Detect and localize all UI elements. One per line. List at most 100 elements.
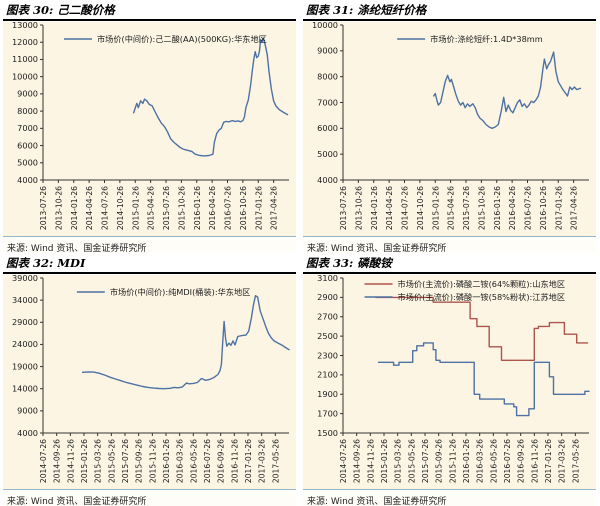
x-tick-label: 2013-10-26: [354, 186, 363, 230]
y-tick-label: 6000: [17, 141, 38, 151]
chart-area-32: 4000 9000 14000 19000 24000 29000 34000 39000 20…: [3, 275, 296, 490]
panel-title-32: 图表 32: MDI: [3, 253, 296, 275]
x-tick-label: 2015-09-26: [435, 439, 444, 483]
chart-area-30: 4000 5000 6000 7000 8000 9000 10000 11000 12000 1…: [3, 22, 296, 237]
y-tick-label: 8000: [17, 106, 38, 116]
x-tick-label: 2013-07-26: [39, 186, 48, 230]
y-tick-label: 2700: [317, 312, 338, 322]
y-tick-label: 1700: [317, 409, 338, 419]
x-tick-label: 2013-07-26: [339, 186, 348, 230]
legend-label: 市场价(主流价):磷酸一铵(58%粉状):江苏地区: [398, 292, 566, 302]
x-tick-label: 2015-04-26: [147, 186, 156, 230]
price-chart-33: 1500 1700 1900 2100 2300 2500 2700 2900 3100 2014…: [317, 275, 590, 484]
panel-adipic-acid: 图表 30: 己二酸价格 4000 5000 6000 7000 8000 9000 100…: [0, 0, 300, 253]
x-tick-label: 2017-03-26: [258, 439, 267, 483]
source-note-31: 来源: Wind 资讯、国金证券研究所: [303, 236, 596, 253]
x-tick-label: 2016-03-26: [476, 439, 485, 483]
x-tick-label: 2016-01-26: [462, 439, 471, 483]
x-tick-label: 2014-10-26: [116, 186, 125, 230]
x-tick-label: 2014-11-26: [66, 439, 75, 483]
x-tick-label: 2015-03-26: [394, 439, 403, 483]
x-tick-label: 2015-11-26: [148, 439, 157, 483]
x-tick-label: 2017-03-26: [558, 439, 567, 483]
x-tick-label: 2016-09-26: [217, 439, 226, 483]
x-tick-label: 2016-07-26: [524, 186, 533, 230]
x-tick-label: 2015-07-26: [462, 186, 471, 230]
x-tick-label: 2014-07-26: [339, 439, 348, 483]
y-tick-label: 12000: [12, 37, 38, 47]
x-tick-label: 2017-04-26: [270, 186, 279, 230]
x-tick-label: 2014-11-26: [366, 439, 375, 483]
y-tick-label: 5000: [17, 158, 38, 168]
x-tick-label: 2016-01-26: [493, 186, 502, 230]
x-tick-label: 2015-07-26: [121, 439, 130, 483]
chart-area-33: 1500 1700 1900 2100 2300 2500 2700 2900 3100 2014…: [303, 275, 596, 490]
x-tick-label: 2017-01-26: [554, 186, 563, 230]
x-tick-label: 2014-01-26: [370, 186, 379, 230]
x-tick-label: 2016-04-26: [508, 186, 517, 230]
x-tick-label: 2015-07-26: [421, 439, 430, 483]
x-tick-label: 2015-11-26: [448, 439, 457, 483]
panel-polyester-staple: 图表 31: 涤纶短纤价格 4000 5000 6000 7000 8000 9000 10…: [300, 0, 600, 253]
legend-label: 市场价(主流价):磷酸二铵(64%颗粒):山东地区: [398, 279, 566, 289]
x-tick-label: 2016-10-26: [239, 186, 248, 230]
x-tick-label: 2016-09-26: [517, 439, 526, 483]
y-tick-label: 1900: [317, 389, 338, 399]
x-tick-label: 2014-09-26: [353, 439, 362, 483]
series-line: [81, 295, 290, 390]
chart-area-31: 4000 5000 6000 7000 8000 9000 10000 2013-07-26 2…: [303, 22, 596, 237]
y-tick-label: 4000: [317, 175, 338, 185]
x-tick-label: 2015-04-26: [447, 186, 456, 230]
panel-title-33: 图表 33: 磷酸铵: [303, 253, 596, 275]
series-line: [377, 342, 590, 417]
y-tick-label: 34000: [12, 295, 38, 305]
x-tick-label: 2014-04-26: [385, 186, 394, 230]
y-tick-label: 2100: [317, 370, 338, 380]
x-tick-label: 2015-01-26: [431, 186, 440, 230]
y-tick-label: 6000: [317, 124, 338, 134]
x-tick-label: 2016-05-26: [189, 439, 198, 483]
x-tick-label: 2017-04-26: [570, 186, 579, 230]
y-tick-label: 4000: [17, 428, 38, 438]
price-chart-30: 4000 5000 6000 7000 8000 9000 10000 11000 12000 1…: [12, 22, 289, 231]
x-tick-label: 2014-10-26: [416, 186, 425, 230]
panel-title-30: 图表 30: 己二酸价格: [3, 0, 296, 22]
x-tick-label: 2015-05-26: [107, 439, 116, 483]
y-tick-label: 2500: [317, 331, 338, 341]
x-tick-label: 2014-07-26: [401, 186, 410, 230]
x-tick-label: 2015-10-26: [477, 186, 486, 230]
x-tick-label: 2014-01-26: [70, 186, 79, 230]
x-tick-label: 2017-05-26: [271, 439, 280, 483]
x-tick-label: 2016-04-26: [208, 186, 217, 230]
x-tick-label: 2013-10-26: [54, 186, 63, 230]
legend-label: 市场价(中间价):己二酸(AA)(500KG):华东地区: [97, 34, 267, 44]
y-tick-label: 9000: [17, 406, 38, 416]
series-line: [132, 37, 289, 157]
y-tick-label: 19000: [12, 362, 38, 372]
x-tick-label: 2017-01-26: [544, 439, 553, 483]
legend-label: 市场价:涤纶短纤:1.4D*38mm: [430, 34, 543, 44]
x-tick-label: 2014-07-26: [101, 186, 110, 230]
x-tick-label: 2017-01-26: [244, 439, 253, 483]
price-chart-31: 4000 5000 6000 7000 8000 9000 10000 2013-07-26 2…: [312, 22, 589, 231]
source-note-32: 来源: Wind 资讯、国金证券研究所: [3, 489, 296, 506]
y-tick-label: 7000: [317, 98, 338, 108]
source-note-30: 来源: Wind 资讯、国金证券研究所: [3, 236, 296, 253]
x-tick-label: 2015-03-26: [94, 439, 103, 483]
x-tick-label: 2016-01-26: [162, 439, 171, 483]
panel-ammonium-phosphate: 图表 33: 磷酸铵 1500 1700 1900 2100 2300 2500 2700 2…: [300, 253, 600, 506]
x-tick-label: 2014-07-26: [39, 439, 48, 483]
x-tick-label: 2016-01-26: [193, 186, 202, 230]
y-tick-label: 4000: [17, 175, 38, 185]
x-tick-label: 2014-04-26: [85, 186, 94, 230]
x-tick-label: 2016-07-26: [203, 439, 212, 483]
y-tick-label: 2900: [317, 293, 338, 303]
y-tick-label: 24000: [12, 340, 38, 350]
x-tick-label: 2015-07-26: [162, 186, 171, 230]
x-tick-label: 2015-01-26: [380, 439, 389, 483]
panel-title-31: 图表 31: 涤纶短纤价格: [303, 0, 596, 22]
series-line: [432, 51, 582, 130]
x-tick-label: 2016-07-26: [224, 186, 233, 230]
x-tick-label: 2016-11-26: [230, 439, 239, 483]
x-tick-label: 2016-05-26: [489, 439, 498, 483]
